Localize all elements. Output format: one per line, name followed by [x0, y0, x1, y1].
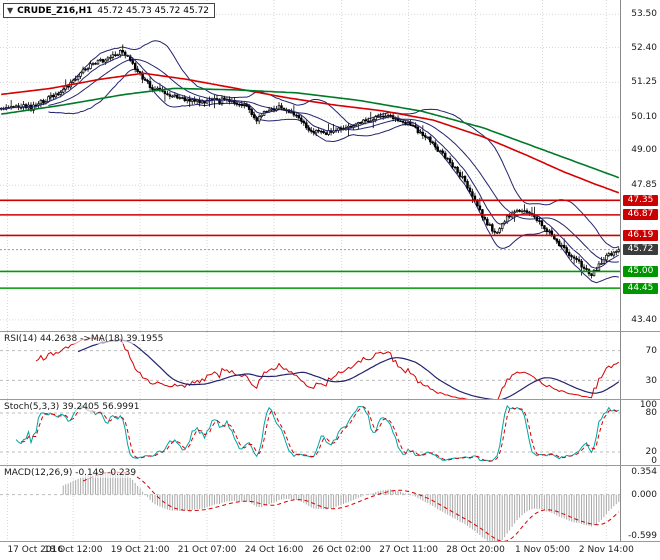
price-axis-label: 52.40 — [631, 42, 657, 53]
macd-canvas[interactable] — [0, 466, 621, 542]
rsi-lines — [35, 337, 620, 400]
time-axis-label: 26 Oct 02:00 — [312, 545, 371, 556]
time-axis-label: 18 Oct 12:00 — [43, 545, 103, 556]
stoch-lines — [15, 405, 620, 463]
moving-averages — [1, 72, 620, 194]
stochastic-axis: 100 80 20 0 — [621, 400, 660, 467]
main-chart-panel: 53.50 52.40 51.25 50.10 49.00 47.85 43.40 47.35… — [0, 0, 660, 332]
price-badge-resistance: 46.19 — [623, 229, 658, 241]
time-axis-label: 21 Oct 07:00 — [177, 545, 237, 556]
stoch-axis-label: 20 — [645, 447, 657, 458]
macd-axis-label: 0.354 — [631, 467, 657, 478]
macd-axis-label: -0.599 — [627, 530, 657, 541]
price-axis-label: 51.25 — [631, 77, 657, 88]
time-axis-label: 2 Nov 14:00 — [578, 545, 634, 556]
rsi-axis-label: 70 — [645, 346, 657, 357]
support-resistance-lines — [0, 199, 620, 289]
price-axis-label: 53.50 — [631, 9, 657, 20]
stochastic-label: Stoch(5,3,3) 39.2405 56.9991 — [3, 402, 141, 413]
price-axis-label: 47.85 — [631, 180, 657, 191]
price-badge-support: 44.45 — [623, 282, 658, 294]
rsi-axis: 70 30 — [621, 332, 660, 400]
time-axis-label: 24 Oct 16:00 — [244, 545, 304, 556]
time-axis-label: 27 Oct 11:00 — [379, 545, 438, 556]
stoch-axis-label: 0 — [651, 456, 657, 467]
ema-fast-line — [1, 54, 620, 269]
main-grid — [0, 0, 620, 332]
symbol-label: CRUDE_Z16,H1 — [17, 6, 93, 16]
macd-indicator-panel: 0.354 0.000 -0.599 MACD(12,26,9) -0.149 -0… — [0, 465, 660, 542]
time-axis-label: 19 Oct 21:00 — [110, 545, 170, 556]
macd-histogram — [62, 471, 620, 542]
rsi-indicator-panel: 70 30 RSI(14) 44.2638 ->MA(18) 39.1955 — [0, 331, 660, 400]
time-axis: 17 Oct 2016 18 Oct 12:00 19 Oct 21:00 21 Oc… — [0, 541, 660, 560]
macd-axis: 0.354 0.000 -0.599 — [621, 466, 660, 542]
price-axis-label: 50.10 — [631, 112, 657, 123]
stoch-axis-label: 100 — [639, 400, 657, 411]
time-axis-label: 1 Nov 05:00 — [515, 545, 570, 556]
price-badge-current: 45.72 — [623, 244, 658, 256]
price-badge-resistance: 46.87 — [623, 209, 658, 221]
ohlc-quotes: 45.72 45.73 45.72 45.72 — [97, 6, 210, 16]
macd-axis-label: 0.000 — [631, 489, 657, 500]
time-axis-label: 28 Oct 20:00 — [446, 545, 505, 556]
stochastic-indicator-panel: 100 80 20 0 Stoch(5,3,3) 39.2405 56.9991 — [0, 399, 660, 467]
main-chart-canvas[interactable] — [0, 0, 621, 332]
rsi-label: RSI(14) 44.2638 ->MA(18) 39.1955 — [3, 334, 165, 345]
price-badge-resistance: 47.35 — [623, 194, 658, 206]
price-axis-label: 49.00 — [631, 145, 657, 156]
rsi-axis-label: 30 — [645, 375, 657, 386]
macd-signal-line — [82, 471, 620, 542]
one-click-trading-expander-icon[interactable]: ▼ — [7, 6, 14, 15]
candles-series — [0, 44, 620, 279]
time-axis-label: 17 Oct 2016 — [7, 545, 64, 556]
price-axis: 53.50 52.40 51.25 50.10 49.00 47.85 43.40 47.35… — [621, 0, 660, 332]
rsi-grid — [0, 332, 620, 400]
macd-label: MACD(12,26,9) -0.149 -0.239 — [3, 468, 138, 479]
price-axis-label: 43.40 — [631, 314, 657, 325]
stoch-grid — [0, 400, 620, 466]
bollinger-bands — [48, 40, 619, 284]
price-badge-support: 45.00 — [623, 265, 658, 277]
symbol-header[interactable]: ▼ CRUDE_Z16,H1 45.72 45.73 45.72 45.72 — [3, 3, 216, 18]
stoch-axis-label: 80 — [645, 408, 657, 419]
